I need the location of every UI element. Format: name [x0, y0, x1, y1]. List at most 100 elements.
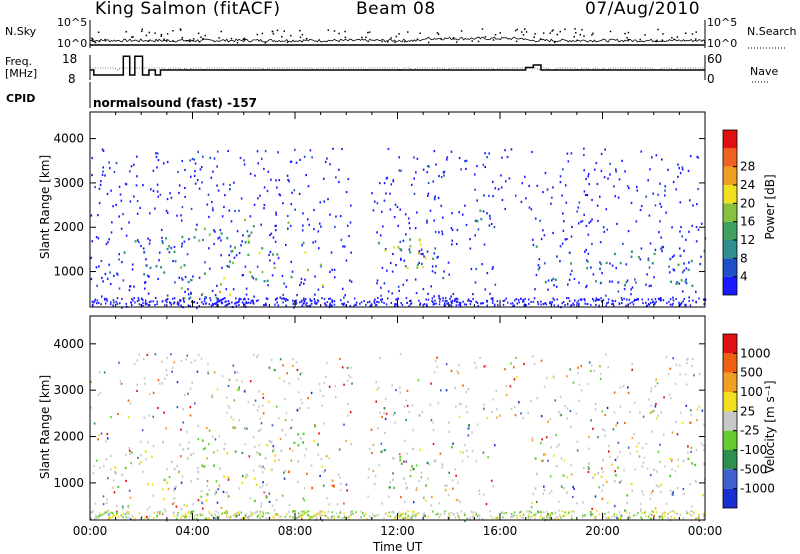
ground-scatter-pixel: [243, 517, 246, 520]
scatter-region-5: [536, 472, 538, 476]
noise-pixel: [295, 299, 297, 302]
ground-scatter-pixel: [458, 517, 461, 520]
noise-pixel: [506, 155, 509, 159]
noise-pixel: [142, 470, 144, 473]
noise-pixel: [182, 421, 185, 424]
beam-title: Beam 08: [356, 0, 436, 19]
noise-pixel: [160, 228, 163, 232]
noise-pixel: [651, 490, 654, 493]
ground-scatter-pixel: [454, 298, 457, 301]
noise-pixel: [189, 305, 191, 308]
ground-scatter-pixel: [633, 514, 635, 517]
noise-pixel: [320, 457, 323, 461]
ground-scatter-pixel: [176, 513, 179, 516]
noise-pixel: [92, 471, 95, 475]
noise-pixel: [607, 450, 610, 453]
noise-pixel: [204, 261, 206, 264]
ground-scatter-pixel: [651, 510, 654, 513]
scatter-region-0: [203, 227, 206, 231]
noise-pixel: [273, 262, 276, 265]
noise-pixel: [387, 147, 390, 151]
noise-pixel: [648, 398, 650, 401]
scatter-region-0: [272, 253, 274, 256]
ground-scatter-pixel: [693, 510, 696, 513]
scatter-region-6: [554, 278, 557, 281]
noise-pixel: [523, 175, 526, 178]
nsearch-dot: [145, 34, 148, 37]
noise-pixel: [221, 215, 224, 218]
ground-scatter-pixel: [459, 303, 462, 306]
noise-pixel: [618, 511, 621, 514]
noise-pixel: [398, 386, 401, 389]
ground-scatter-pixel: [132, 299, 134, 302]
noise-pixel: [558, 443, 560, 446]
ground-scatter-pixel: [350, 510, 352, 513]
noise-pixel: [221, 266, 223, 269]
noise-pixel: [617, 290, 620, 293]
noise-pixel: [404, 213, 407, 216]
noise-pixel: [105, 242, 108, 246]
noise-pixel: [447, 494, 450, 497]
noise-pixel: [245, 427, 247, 430]
scatter-region-4: [409, 251, 412, 254]
ground-scatter-pixel: [598, 298, 601, 301]
noise-pixel: [552, 375, 554, 378]
ground-scatter-pixel: [148, 515, 151, 518]
ground-scatter-pixel: [196, 517, 198, 520]
ground-scatter-pixel: [530, 516, 532, 519]
nsearch-dot: [455, 41, 458, 43]
noise-pixel: [570, 269, 573, 273]
ground-scatter-pixel: [289, 515, 291, 518]
noise-pixel: [93, 465, 95, 468]
noise-pixel: [665, 211, 667, 214]
noise-pixel: [314, 293, 316, 296]
noise-pixel: [619, 451, 622, 454]
noise-pixel: [650, 404, 653, 407]
ground-scatter-pixel: [128, 512, 130, 515]
ground-scatter-pixel: [486, 304, 489, 307]
noise-pixel: [543, 453, 545, 456]
noise-pixel: [648, 266, 651, 269]
noise-pixel: [385, 177, 388, 180]
noise-pixel: [543, 385, 546, 388]
noise-pixel: [646, 467, 649, 470]
noise-pixel: [294, 208, 296, 211]
ground-scatter-pixel: [629, 516, 631, 519]
colorbar-segment: [723, 469, 737, 489]
noise-pixel: [688, 296, 690, 299]
noise-pixel: [241, 240, 243, 243]
noise-pixel: [402, 239, 405, 242]
noise-pixel: [545, 436, 548, 439]
ground-scatter-pixel: [670, 515, 673, 518]
noise-pixel: [588, 447, 590, 450]
nsearch-dot: [197, 32, 200, 35]
scatter-region-6: [679, 254, 682, 257]
noise-pixel: [151, 483, 154, 486]
noise-pixel: [377, 427, 379, 430]
noise-pixel: [405, 460, 408, 463]
noise-pixel: [253, 353, 255, 357]
noise-pixel: [518, 401, 520, 404]
noise-pixel: [329, 270, 331, 273]
noise-pixel: [128, 289, 131, 292]
nsearch-dot: [484, 35, 487, 38]
nsearch-dot: [552, 29, 554, 31]
noise-pixel: [585, 177, 587, 181]
ground-scatter-pixel: [287, 299, 289, 302]
noise-pixel: [555, 285, 558, 288]
noise-pixel: [430, 285, 432, 288]
noise-pixel: [488, 224, 491, 227]
noise-pixel: [387, 290, 390, 293]
scatter-region-0: [220, 232, 223, 235]
noise-pixel: [596, 204, 599, 207]
ground-scatter-pixel: [199, 514, 202, 517]
noise-pixel: [504, 368, 506, 371]
noise-pixel: [694, 479, 697, 482]
noise-pixel: [595, 161, 598, 165]
noise-pixel: [224, 442, 226, 446]
noise-pixel: [166, 160, 169, 164]
scatter-region-0: [213, 464, 215, 467]
scatter-region-6: [552, 277, 555, 280]
noise-pixel: [411, 404, 414, 407]
ground-scatter-pixel: [482, 302, 484, 305]
